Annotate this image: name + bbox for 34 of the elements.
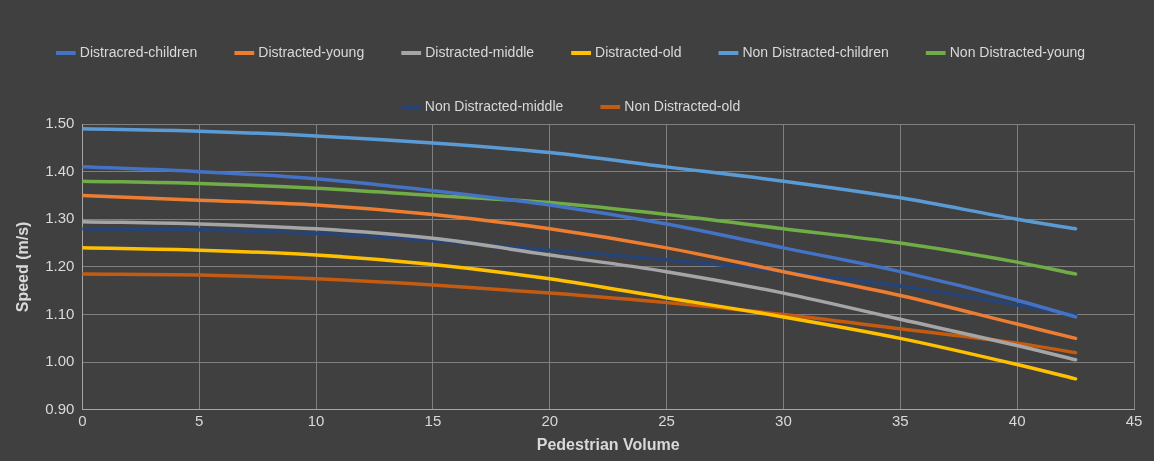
y-tick-label: 1.30 bbox=[45, 209, 75, 227]
x-tick-label: 20 bbox=[541, 411, 559, 429]
y-axis-title: Speed (m/s) bbox=[14, 221, 32, 313]
y-tick-label: 1.10 bbox=[45, 304, 75, 322]
x-tick-label: 30 bbox=[775, 411, 792, 429]
legend-label: Non Distracted-middle bbox=[424, 97, 564, 114]
x-tick-label: 10 bbox=[307, 411, 325, 429]
y-tick-label: 0.90 bbox=[45, 399, 75, 417]
x-tick-label: 0 bbox=[78, 411, 87, 429]
line-series bbox=[82, 219, 1078, 362]
line-series bbox=[82, 272, 1078, 355]
legend-label: Non Distracted-young bbox=[949, 43, 1086, 60]
legend-label: Non Distracted-old bbox=[624, 97, 741, 114]
legend-label: Distracted-young bbox=[258, 43, 365, 60]
x-tick-label: 40 bbox=[1008, 411, 1026, 429]
line-series bbox=[82, 165, 1078, 319]
y-tick-label: 1.00 bbox=[45, 352, 75, 370]
y-tick-label: 1.20 bbox=[45, 257, 75, 275]
x-tick-label: 35 bbox=[891, 411, 909, 429]
legend-label: Distracted-middle bbox=[425, 43, 535, 60]
line-series bbox=[82, 179, 1078, 276]
legend-label: Distracred-children bbox=[79, 43, 198, 60]
legend-label: Distracted-old bbox=[595, 43, 682, 60]
x-tick-label: 25 bbox=[658, 411, 675, 429]
line-series bbox=[82, 127, 1078, 231]
x-tick-label: 45 bbox=[1125, 411, 1143, 429]
x-axis-title: Pedestrian Volume bbox=[536, 435, 680, 453]
y-tick-label: 1.40 bbox=[45, 161, 75, 179]
x-tick-label: 5 bbox=[195, 411, 204, 429]
x-tick-label: 15 bbox=[424, 411, 442, 429]
line-series bbox=[82, 193, 1078, 341]
y-tick-label: 1.50 bbox=[45, 114, 75, 132]
line-series bbox=[82, 246, 1078, 381]
legend-label: Non Distracted-children bbox=[742, 43, 889, 60]
